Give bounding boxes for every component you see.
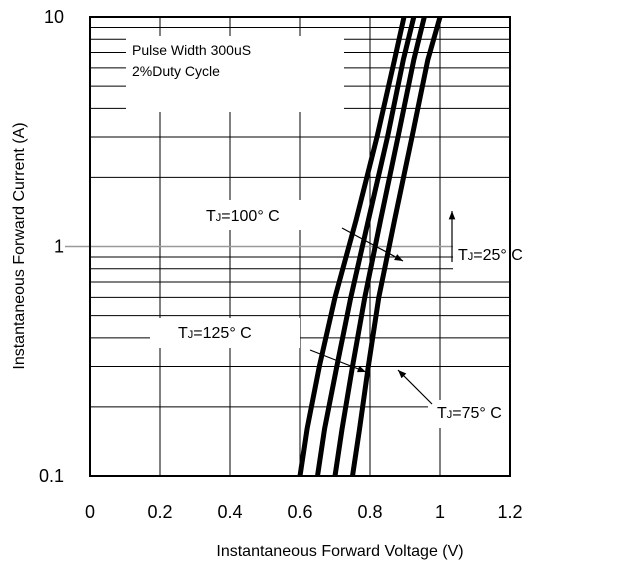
series-line	[315, 16, 417, 477]
arrow-100-shaft	[341, 227, 404, 262]
note-line-2: 2%Duty Cycle	[132, 63, 220, 79]
x-tick-label: 1.2	[497, 502, 522, 522]
label-background-25	[453, 240, 579, 270]
x-axis-title: Instantaneous Forward Voltage (V)	[216, 543, 463, 560]
x-tick-label: 0	[85, 502, 95, 522]
x-tick-label: 0.8	[357, 502, 382, 522]
arrow-25-head	[448, 211, 456, 220]
series-line	[297, 16, 407, 477]
x-tick-label: 0.4	[217, 502, 242, 522]
note-background	[126, 36, 344, 112]
curves	[297, 16, 443, 477]
series-line	[350, 16, 443, 477]
y-tick-label: 0.1	[39, 466, 64, 486]
label-background-100	[176, 200, 302, 230]
y-tick-label: 10	[44, 7, 64, 27]
label-background-125	[150, 318, 300, 348]
arrow-125-shaft	[309, 349, 367, 373]
x-tick-label: 0.2	[147, 502, 172, 522]
curve-label-75: TJ=75° C	[437, 405, 502, 422]
curve-label-25: TJ=25° C	[458, 247, 523, 264]
arrow-100-head	[394, 254, 403, 261]
note-line-1: Pulse Width 300uS	[132, 42, 251, 58]
x-tick-label: 1	[435, 502, 445, 522]
tick-labels: 0 0.2 0.4 0.6 0.8 1 1.2 0.1 1 10	[39, 7, 523, 522]
label-arrows	[309, 211, 456, 405]
series-line	[332, 16, 427, 477]
curve-label-125: TJ=125° C	[178, 325, 252, 342]
y-axis-title: Instantaneous Forward Current (A)	[11, 122, 28, 369]
label-backgrounds	[126, 36, 579, 428]
y-tick-label: 1	[54, 237, 64, 257]
arrow-75-head	[398, 370, 407, 379]
x-tick-label: 0.6	[287, 502, 312, 522]
label-background-75	[428, 400, 550, 428]
arrow-125-head	[357, 365, 366, 373]
curve-label-100: TJ=100° C	[206, 208, 280, 225]
